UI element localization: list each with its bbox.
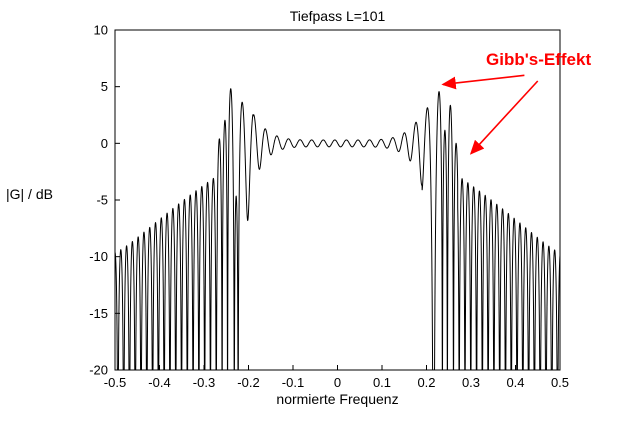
y-tick-label: -20 [89, 363, 108, 378]
y-tick-label: -5 [96, 193, 108, 208]
x-tick-label: 0.1 [373, 375, 391, 390]
x-tick-label: -0.5 [104, 375, 126, 390]
x-tick-label: -0.1 [282, 375, 304, 390]
gibbs-arrow [469, 80, 539, 155]
chart-title: Tiefpass L=101 [289, 8, 386, 24]
x-tick-label: 0 [334, 375, 341, 390]
y-tick-label: -15 [89, 306, 108, 321]
y-tick-label: 5 [101, 79, 108, 94]
y-tick-label: -10 [89, 249, 108, 264]
gibbs-arrow [441, 74, 525, 90]
x-tick-label: -0.3 [193, 375, 215, 390]
x-axis-label: normierte Frequenz [276, 391, 399, 407]
gibbs-effect-annotation: Gibb's-Effekt [486, 50, 592, 69]
x-tick-label: 0.4 [506, 375, 524, 390]
y-tick-label: 10 [94, 23, 108, 38]
x-tick-label: 0.5 [551, 375, 569, 390]
x-tick-label: -0.2 [237, 375, 259, 390]
y-axis-label: |G| / dB [6, 186, 53, 202]
x-tick-label: -0.4 [148, 375, 170, 390]
x-tick-label: 0.2 [417, 375, 435, 390]
x-tick-label: 0.3 [462, 375, 480, 390]
y-tick-label: 0 [101, 136, 108, 151]
response-curve [114, 88, 561, 371]
